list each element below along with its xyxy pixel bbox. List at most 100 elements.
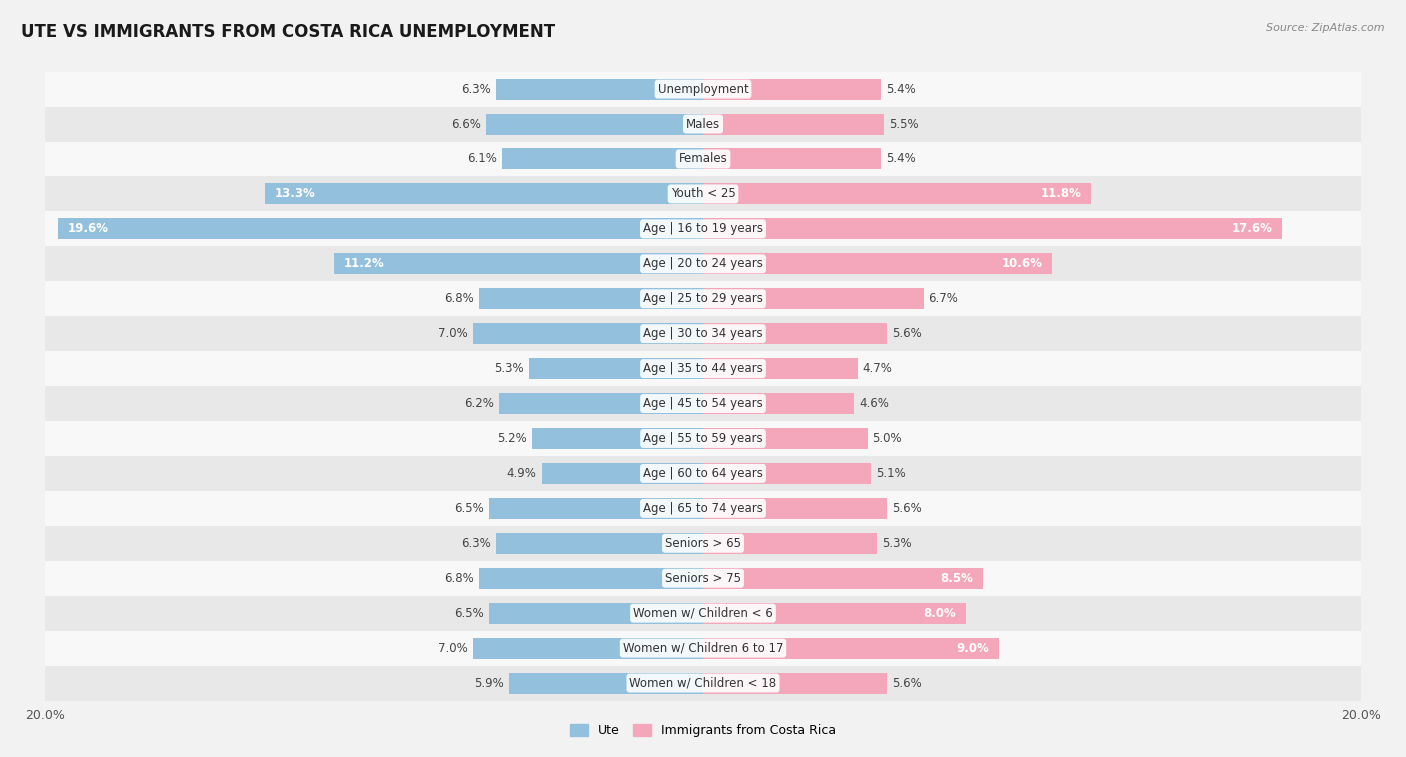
Bar: [703, 428, 868, 449]
Text: 6.7%: 6.7%: [928, 292, 959, 305]
Bar: [703, 393, 855, 414]
Legend: Ute, Immigrants from Costa Rica: Ute, Immigrants from Costa Rica: [565, 719, 841, 743]
Bar: [502, 148, 703, 170]
Bar: [703, 463, 870, 484]
Text: 13.3%: 13.3%: [276, 188, 316, 201]
Text: Seniors > 75: Seniors > 75: [665, 572, 741, 584]
Bar: [58, 218, 703, 239]
Text: Seniors > 65: Seniors > 65: [665, 537, 741, 550]
Bar: [45, 211, 1361, 246]
Text: 5.6%: 5.6%: [893, 327, 922, 340]
Text: Youth < 25: Youth < 25: [671, 188, 735, 201]
Bar: [479, 568, 703, 589]
Text: 6.6%: 6.6%: [451, 117, 481, 130]
Text: 4.6%: 4.6%: [859, 397, 889, 410]
Text: 4.9%: 4.9%: [508, 467, 537, 480]
Text: UTE VS IMMIGRANTS FROM COSTA RICA UNEMPLOYMENT: UTE VS IMMIGRANTS FROM COSTA RICA UNEMPL…: [21, 23, 555, 41]
Bar: [45, 526, 1361, 561]
Text: 9.0%: 9.0%: [956, 642, 990, 655]
Text: 6.3%: 6.3%: [461, 537, 491, 550]
Text: 6.2%: 6.2%: [464, 397, 494, 410]
Bar: [531, 428, 703, 449]
Bar: [703, 323, 887, 344]
Bar: [45, 665, 1361, 700]
Text: 5.4%: 5.4%: [886, 83, 915, 95]
Text: Age | 30 to 34 years: Age | 30 to 34 years: [643, 327, 763, 340]
Text: 6.3%: 6.3%: [461, 83, 491, 95]
Text: Source: ZipAtlas.com: Source: ZipAtlas.com: [1267, 23, 1385, 33]
Text: 6.8%: 6.8%: [444, 292, 474, 305]
Bar: [509, 672, 703, 693]
Bar: [479, 288, 703, 309]
Bar: [703, 254, 1052, 274]
Text: Age | 16 to 19 years: Age | 16 to 19 years: [643, 223, 763, 235]
Bar: [45, 596, 1361, 631]
Text: 8.0%: 8.0%: [924, 606, 956, 620]
Bar: [703, 637, 1000, 659]
Text: 11.2%: 11.2%: [344, 257, 385, 270]
Bar: [495, 79, 703, 100]
Bar: [703, 288, 924, 309]
Text: Age | 45 to 54 years: Age | 45 to 54 years: [643, 397, 763, 410]
Text: 17.6%: 17.6%: [1232, 223, 1272, 235]
Bar: [703, 568, 983, 589]
Bar: [489, 603, 703, 624]
Bar: [472, 323, 703, 344]
Bar: [335, 254, 703, 274]
Text: 5.6%: 5.6%: [893, 677, 922, 690]
Bar: [529, 358, 703, 379]
Bar: [45, 246, 1361, 282]
Text: 5.6%: 5.6%: [893, 502, 922, 515]
Text: Age | 55 to 59 years: Age | 55 to 59 years: [643, 432, 763, 445]
Bar: [495, 533, 703, 554]
Bar: [703, 79, 880, 100]
Text: 5.5%: 5.5%: [889, 117, 918, 130]
Text: 6.1%: 6.1%: [467, 152, 498, 166]
Text: 5.4%: 5.4%: [886, 152, 915, 166]
Bar: [703, 533, 877, 554]
Text: Age | 25 to 29 years: Age | 25 to 29 years: [643, 292, 763, 305]
Bar: [499, 393, 703, 414]
Text: Unemployment: Unemployment: [658, 83, 748, 95]
Text: 8.5%: 8.5%: [941, 572, 973, 584]
Bar: [45, 631, 1361, 665]
Text: 5.3%: 5.3%: [494, 362, 523, 375]
Bar: [489, 498, 703, 519]
Text: Age | 20 to 24 years: Age | 20 to 24 years: [643, 257, 763, 270]
Text: 6.8%: 6.8%: [444, 572, 474, 584]
Text: 5.0%: 5.0%: [873, 432, 903, 445]
Text: Women w/ Children 6 to 17: Women w/ Children 6 to 17: [623, 642, 783, 655]
Bar: [45, 282, 1361, 316]
Bar: [45, 316, 1361, 351]
Text: 5.9%: 5.9%: [474, 677, 503, 690]
Bar: [45, 386, 1361, 421]
Text: 6.5%: 6.5%: [454, 502, 484, 515]
Bar: [45, 491, 1361, 526]
Bar: [703, 183, 1091, 204]
Bar: [485, 114, 703, 135]
Bar: [703, 218, 1282, 239]
Bar: [45, 107, 1361, 142]
Bar: [703, 672, 887, 693]
Bar: [703, 603, 966, 624]
Bar: [472, 637, 703, 659]
Text: Age | 35 to 44 years: Age | 35 to 44 years: [643, 362, 763, 375]
Text: 4.7%: 4.7%: [863, 362, 893, 375]
Text: 7.0%: 7.0%: [437, 327, 468, 340]
Bar: [45, 421, 1361, 456]
Bar: [45, 561, 1361, 596]
Text: Age | 65 to 74 years: Age | 65 to 74 years: [643, 502, 763, 515]
Text: Women w/ Children < 6: Women w/ Children < 6: [633, 606, 773, 620]
Bar: [703, 358, 858, 379]
Bar: [45, 142, 1361, 176]
Bar: [703, 114, 884, 135]
Text: 5.3%: 5.3%: [883, 537, 912, 550]
Bar: [45, 456, 1361, 491]
Text: Males: Males: [686, 117, 720, 130]
Bar: [703, 148, 880, 170]
Text: Women w/ Children < 18: Women w/ Children < 18: [630, 677, 776, 690]
Text: 10.6%: 10.6%: [1001, 257, 1042, 270]
Bar: [266, 183, 703, 204]
Bar: [45, 72, 1361, 107]
Bar: [45, 176, 1361, 211]
